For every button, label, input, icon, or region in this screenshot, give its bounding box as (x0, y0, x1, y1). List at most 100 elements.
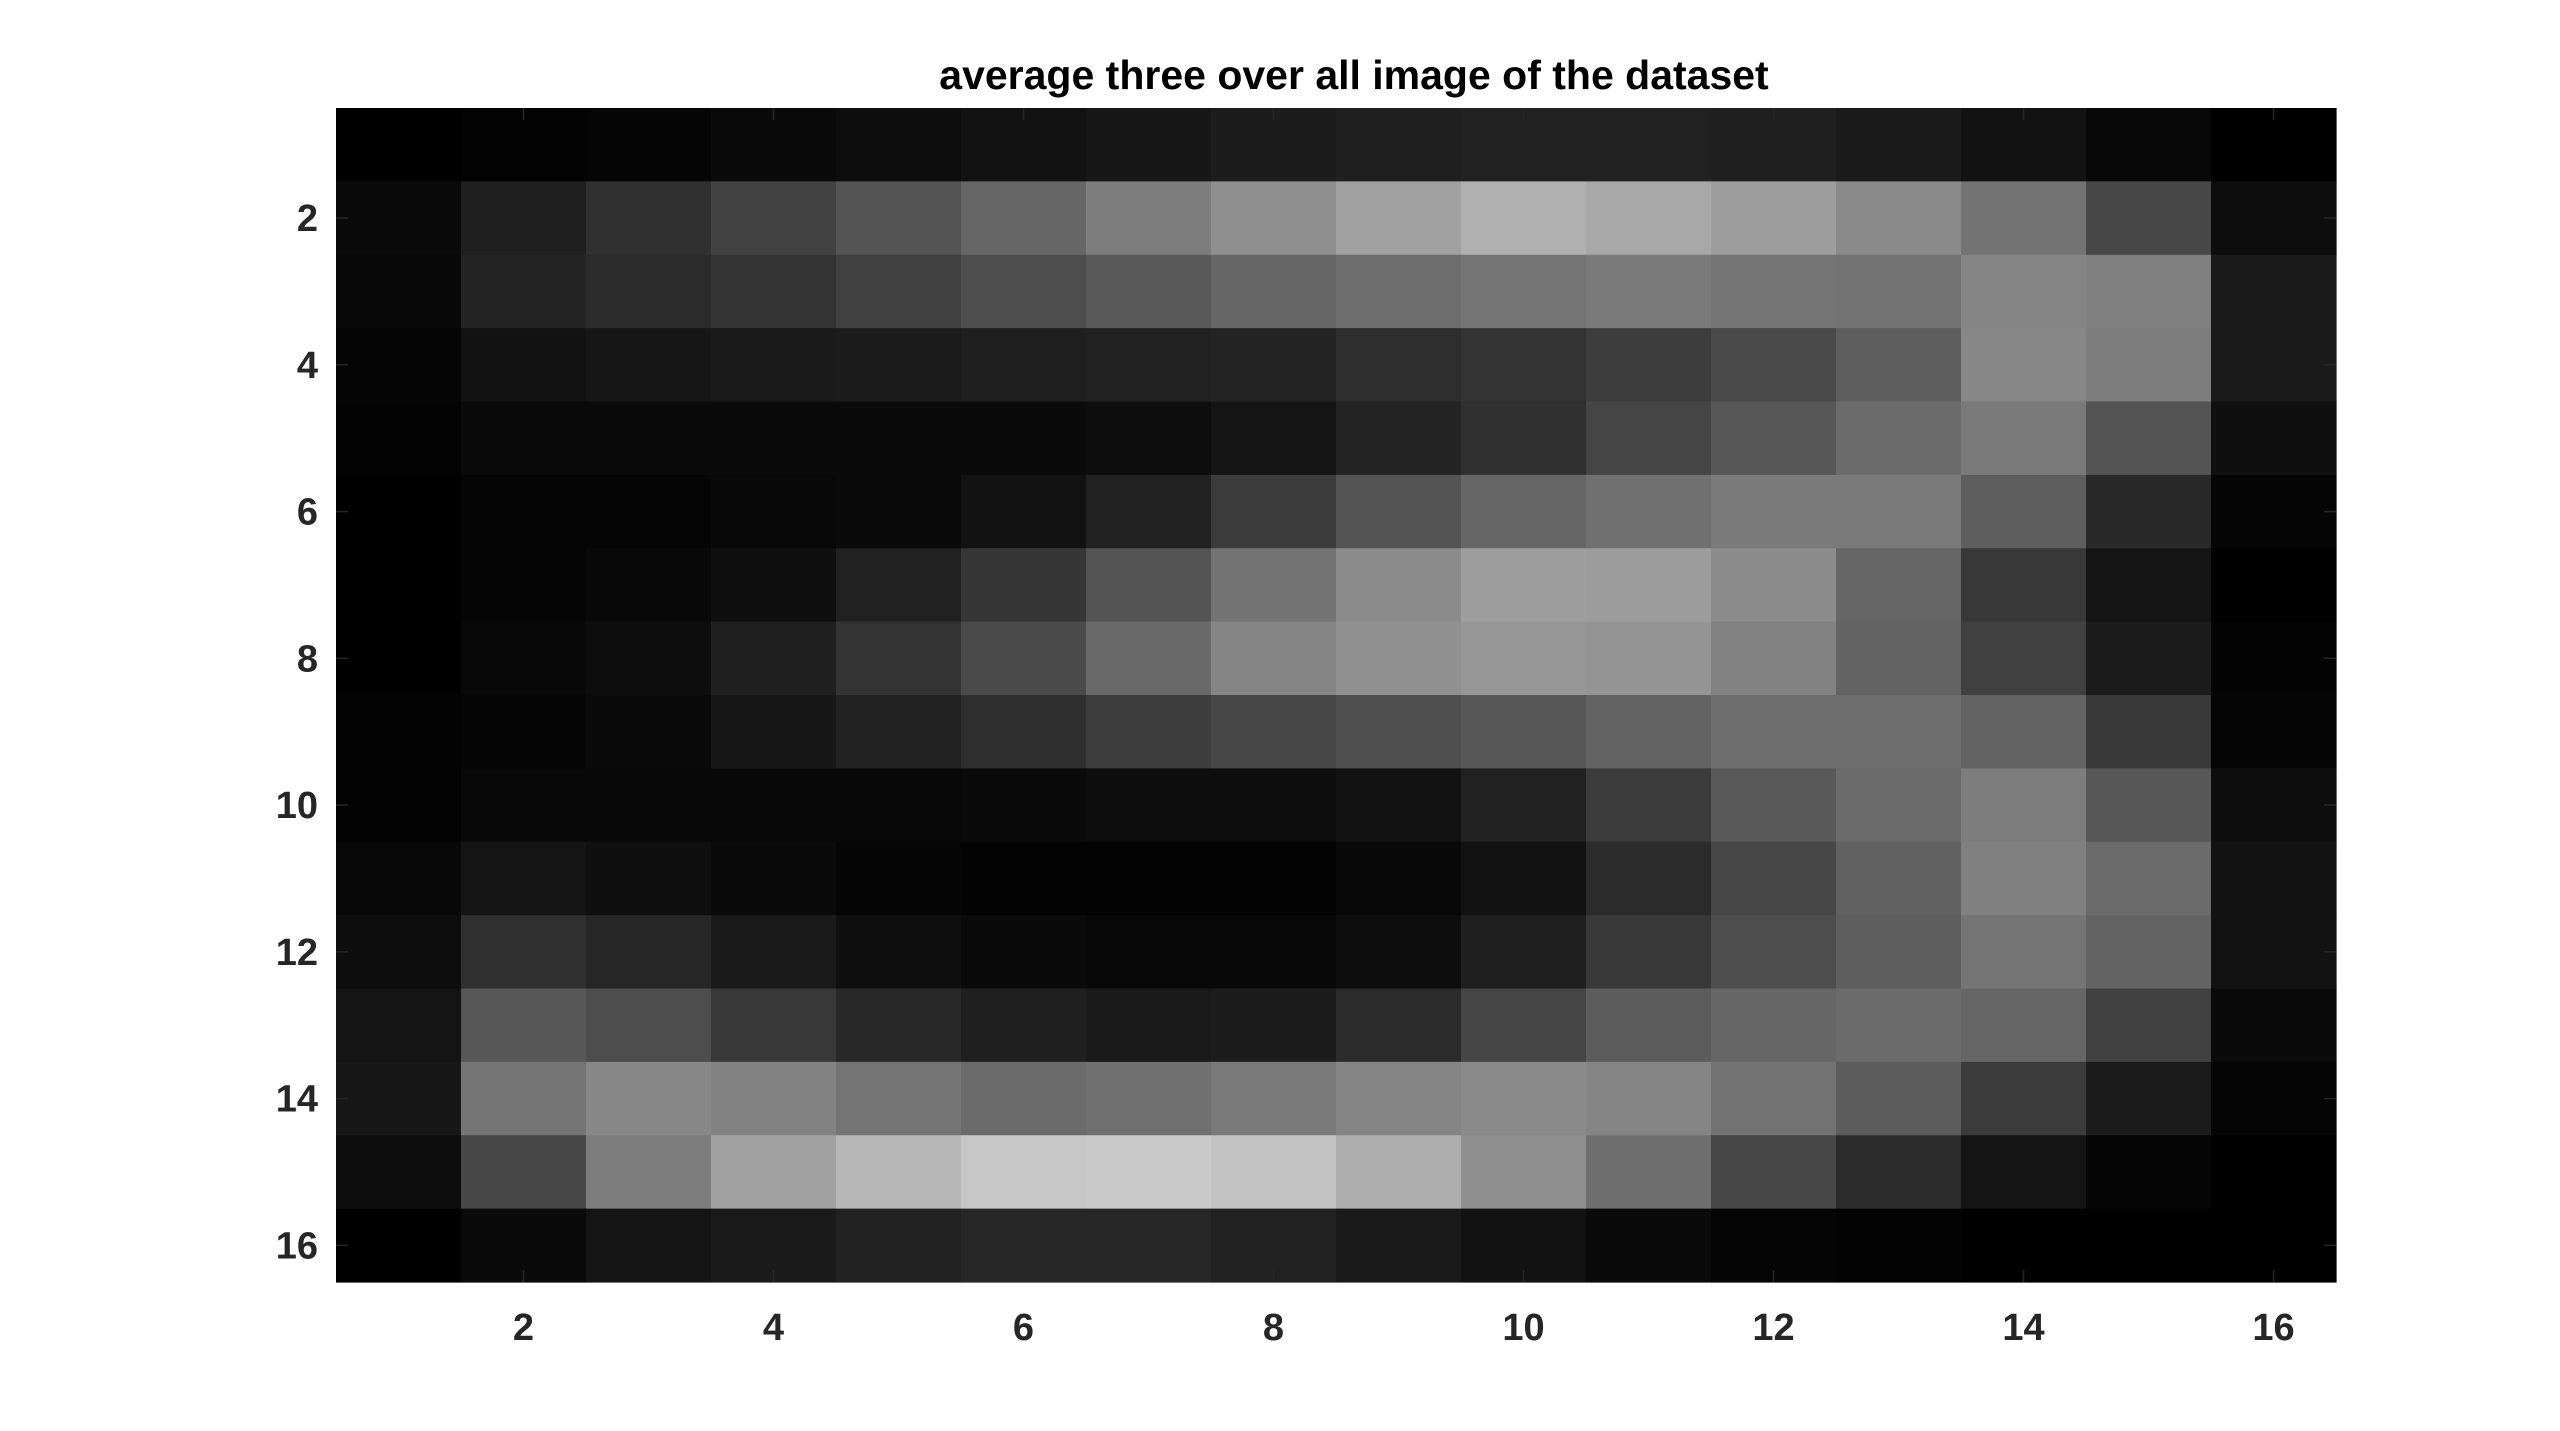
heatmap-cell-r6-c15 (2086, 474, 2212, 549)
heatmap-cell-r4-c3 (586, 328, 712, 403)
x-tick-label-12: 12 (1752, 1307, 1794, 1349)
heatmap-cell-r14-c4 (711, 1061, 837, 1136)
heatmap-cell-r15-c10 (1461, 1135, 1587, 1210)
heatmap-cell-r9-c15 (2086, 695, 2212, 769)
heatmap-cell-r12-c16 (2211, 915, 2337, 990)
heatmap-cells (336, 108, 2337, 1283)
heatmap-cell-r13-c7 (1086, 988, 1212, 1063)
heatmap-cell-r15-c2 (461, 1135, 587, 1210)
heatmap-cell-r13-c10 (1461, 988, 1587, 1063)
heatmap-cell-r11-c9 (1336, 841, 1462, 916)
heatmap-cell-r5-c8 (1211, 401, 1337, 476)
heatmap-cell-r15-c16 (2211, 1135, 2337, 1210)
heatmap-cell-r6-c6 (961, 474, 1087, 549)
heatmap-cell-r12-c2 (461, 915, 587, 990)
heatmap-cell-r1-c1 (336, 108, 462, 182)
heatmap-cell-r13-c6 (961, 988, 1087, 1063)
heatmap-cell-r11-c13 (1836, 841, 1962, 916)
heatmap-cell-r13-c12 (1711, 988, 1837, 1063)
y-tick-label-14: 14 (276, 1079, 318, 1121)
heatmap-cell-r15-c5 (836, 1135, 962, 1210)
heatmap-cell-r7-c8 (1211, 548, 1337, 623)
heatmap-cell-r8-c3 (586, 621, 712, 696)
heatmap-cell-r10-c1 (336, 768, 462, 843)
heatmap-cell-r16-c15 (2086, 1208, 2212, 1283)
heatmap-cell-r13-c2 (461, 988, 587, 1063)
heatmap-cell-r16-c9 (1336, 1208, 1462, 1283)
heatmap-cell-r3-c14 (1961, 254, 2087, 329)
heatmap-cell-r8-c6 (961, 621, 1087, 696)
heatmap-cell-r8-c4 (711, 621, 837, 696)
heatmap-cell-r12-c10 (1461, 915, 1587, 990)
heatmap-cell-r8-c7 (1086, 621, 1212, 696)
heatmap-cell-r9-c6 (961, 695, 1087, 769)
heatmap-cell-r1-c11 (1586, 108, 1712, 182)
heatmap-cell-r10-c2 (461, 768, 587, 843)
heatmap-cell-r8-c11 (1586, 621, 1712, 696)
heatmap-cell-r16-c1 (336, 1208, 462, 1283)
heatmap-cell-r2-c15 (2086, 181, 2212, 256)
heatmap-cell-r11-c1 (336, 841, 462, 916)
heatmap-cell-r2-c3 (586, 181, 712, 256)
heatmap-cell-r4-c14 (1961, 328, 2087, 403)
heatmap-cell-r8-c9 (1336, 621, 1462, 696)
heatmap-cell-r12-c15 (2086, 915, 2212, 990)
heatmap-cell-r6-c12 (1711, 474, 1837, 549)
heatmap-cell-r12-c8 (1211, 915, 1337, 990)
axis-ticks (336, 108, 2336, 1282)
heatmap-cell-r2-c8 (1211, 181, 1337, 256)
heatmap-cell-r1-c5 (836, 108, 962, 182)
heatmap-cell-r8-c5 (836, 621, 962, 696)
heatmap-cell-r16-c3 (586, 1208, 712, 1283)
heatmap-cell-r13-c11 (1586, 988, 1712, 1063)
heatmap-cell-r15-c1 (336, 1135, 462, 1210)
heatmap-cell-r15-c14 (1961, 1135, 2087, 1210)
heatmap-cell-r1-c14 (1961, 108, 2087, 182)
heatmap-cell-r15-c6 (961, 1135, 1087, 1210)
heatmap-cell-r3-c10 (1461, 254, 1587, 329)
heatmap-cell-r5-c1 (336, 401, 462, 476)
heatmap-cell-r5-c6 (961, 401, 1087, 476)
heatmap-cell-r2-c13 (1836, 181, 1962, 256)
heatmap-cell-r5-c15 (2086, 401, 2212, 476)
heatmap-cell-r10-c8 (1211, 768, 1337, 843)
heatmap-cell-r3-c2 (461, 254, 587, 329)
heatmap-cell-r8-c10 (1461, 621, 1587, 696)
heatmap-cell-r4-c11 (1586, 328, 1712, 403)
heatmap-cell-r14-c5 (836, 1061, 962, 1136)
heatmap-cell-r2-c10 (1461, 181, 1587, 256)
heatmap-cell-r12-c12 (1711, 915, 1837, 990)
heatmap-cell-r14-c12 (1711, 1061, 1837, 1136)
x-tick-label-16: 16 (2252, 1307, 2294, 1349)
heatmap-cell-r14-c13 (1836, 1061, 1962, 1136)
heatmap-cell-r7-c9 (1336, 548, 1462, 623)
heatmap-cell-r13-c16 (2211, 988, 2337, 1063)
heatmap-cell-r3-c12 (1711, 254, 1837, 329)
heatmap-cell-r9-c16 (2211, 695, 2337, 769)
heatmap-cell-r5-c2 (461, 401, 587, 476)
heatmap-cell-r8-c16 (2211, 621, 2337, 696)
heatmap-cell-r1-c3 (586, 108, 712, 182)
heatmap-cell-r4-c10 (1461, 328, 1587, 403)
heatmap-cell-r2-c14 (1961, 181, 2087, 256)
heatmap-cell-r13-c1 (336, 988, 462, 1063)
heatmap-cell-r3-c11 (1586, 254, 1712, 329)
heatmap-cell-r10-c3 (586, 768, 712, 843)
heatmap-cell-r11-c7 (1086, 841, 1212, 916)
heatmap-cell-r6-c13 (1836, 474, 1962, 549)
heatmap-cell-r5-c7 (1086, 401, 1212, 476)
heatmap-cell-r1-c6 (961, 108, 1087, 182)
heatmap-cell-r7-c10 (1461, 548, 1587, 623)
heatmap-cell-r1-c7 (1086, 108, 1212, 182)
chart-title: average three over all image of the data… (939, 52, 1769, 98)
heatmap-cell-r5-c11 (1586, 401, 1712, 476)
heatmap-cell-r11-c4 (711, 841, 837, 916)
heatmap-cell-r7-c12 (1711, 548, 1837, 623)
heatmap-cell-r1-c9 (1336, 108, 1462, 182)
heatmap-cell-r8-c13 (1836, 621, 1962, 696)
heatmap-cell-r12-c9 (1336, 915, 1462, 990)
heatmap-cell-r10-c13 (1836, 768, 1962, 843)
heatmap-cell-r12-c14 (1961, 915, 2087, 990)
heatmap-cell-r3-c13 (1836, 254, 1962, 329)
